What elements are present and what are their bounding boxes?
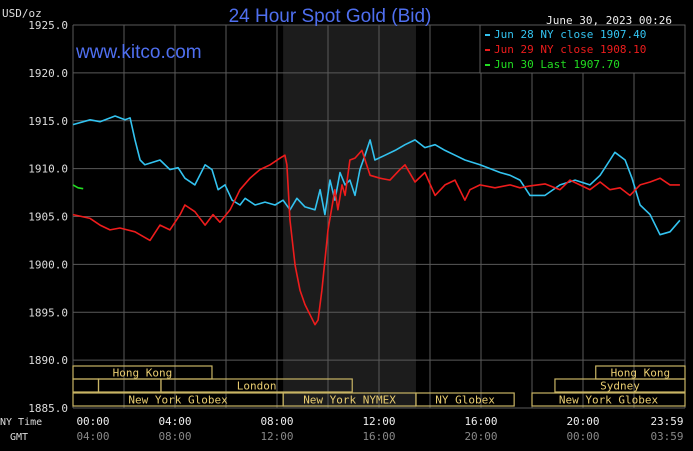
x-tick-label-ny: 23:59 bbox=[650, 415, 683, 428]
timestamp: June 30, 2023 00:26 bbox=[546, 14, 672, 27]
x-tick-label-ny: 16:00 bbox=[464, 415, 497, 428]
session-bar bbox=[531, 392, 686, 407]
y-tick-label: 1890.0 bbox=[28, 354, 68, 367]
session-label: Hong Kong bbox=[611, 367, 671, 380]
x-row-label-gmt: GMT bbox=[10, 432, 28, 443]
legend-swatch bbox=[485, 34, 490, 36]
session-bar bbox=[415, 392, 515, 407]
session-label: Sydney bbox=[600, 380, 640, 393]
session-label: New York Globex bbox=[128, 394, 228, 407]
legend-entry: Jun 29 NY close 1908.10 bbox=[494, 43, 646, 56]
y-tick-label: 1910.0 bbox=[28, 163, 68, 176]
x-tick-label-gmt: 08:00 bbox=[158, 430, 191, 443]
x-row-label-ny: NY Time bbox=[0, 417, 42, 428]
x-tick-label-gmt: 03:59 bbox=[650, 430, 683, 443]
x-tick-label-gmt: 12:00 bbox=[260, 430, 293, 443]
x-tick-label-gmt: 20:00 bbox=[464, 430, 497, 443]
legend-swatch bbox=[485, 49, 490, 51]
y-tick-label: 1900.0 bbox=[28, 258, 68, 271]
y-tick-label: 1915.0 bbox=[28, 115, 68, 128]
session-label: London bbox=[237, 380, 277, 393]
y-tick-label: 1885.0 bbox=[28, 402, 68, 415]
session-label: NY Globex bbox=[435, 394, 495, 407]
x-tick-label-ny: 20:00 bbox=[566, 415, 599, 428]
x-tick-label-gmt: 00:00 bbox=[566, 430, 599, 443]
session-label: New York NYMEX bbox=[303, 394, 396, 407]
series-line bbox=[72, 149, 680, 326]
kitco-watermark: www.kitco.com bbox=[75, 42, 202, 63]
y-tick-label: 1895.0 bbox=[28, 306, 68, 319]
legend-box bbox=[479, 24, 686, 74]
x-tick-label-ny: 04:00 bbox=[158, 415, 191, 428]
x-tick-label-ny: 12:00 bbox=[362, 415, 395, 428]
chart-title: 24 Hour Spot Gold (Bid) bbox=[229, 6, 432, 27]
x-tick-label-ny: 08:00 bbox=[260, 415, 293, 428]
legend-swatch bbox=[485, 64, 490, 66]
session-bar bbox=[554, 378, 686, 393]
session-label: Hong Kong bbox=[113, 367, 173, 380]
x-tick-label-gmt: 04:00 bbox=[76, 430, 109, 443]
y-tick-label: 1905.0 bbox=[28, 211, 68, 224]
legend-entry: Jun 30 Last 1907.70 bbox=[494, 58, 620, 71]
x-tick-label-gmt: 16:00 bbox=[362, 430, 395, 443]
legend-entry: Jun 28 NY close 1907.40 bbox=[494, 28, 646, 41]
series-line bbox=[72, 184, 84, 190]
session-bar bbox=[160, 378, 353, 393]
y-tick-label: 1920.0 bbox=[28, 67, 68, 80]
y-axis-unit: USD/oz bbox=[2, 7, 42, 20]
x-tick-label-ny: 00:00 bbox=[76, 415, 109, 428]
series-line bbox=[72, 115, 681, 236]
session-label: New York Globex bbox=[559, 394, 659, 407]
y-tick-label: 1925.0 bbox=[28, 19, 68, 32]
